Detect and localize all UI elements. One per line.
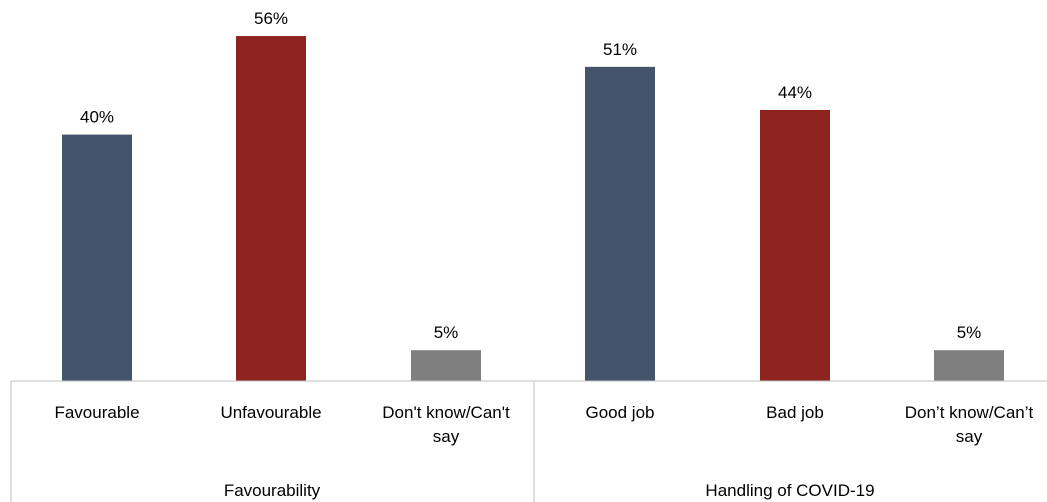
category-label-line: Bad job: [766, 403, 824, 422]
bar: [760, 109, 830, 382]
category-label-line: Don’t know/Can’t: [905, 403, 1034, 422]
bar: [411, 350, 481, 381]
category-label: Don’t know/Can’t say: [905, 403, 1034, 446]
labels: 40% Favourable 56% Unfavourable 5% Don't know…: [54, 9, 1033, 500]
data-label: 40%: [80, 108, 114, 127]
data-label: 51%: [603, 40, 637, 59]
category-label-line: say: [433, 427, 460, 446]
bar: [585, 66, 655, 381]
category-label-line: Unfavourable: [220, 403, 321, 422]
category-label-line: say: [956, 427, 983, 446]
category-label-line: Favourable: [54, 403, 139, 422]
data-label: 56%: [254, 9, 288, 28]
category-label-line: Good job: [586, 403, 655, 422]
data-label: 5%: [957, 323, 982, 342]
bar: [236, 36, 306, 381]
bar: [62, 134, 132, 381]
category-label: Good job: [586, 403, 655, 422]
group-label: Favourability: [224, 481, 321, 500]
group-label: Handling of COVID-19: [705, 481, 874, 500]
category-axis: [10, 380, 1047, 502]
bars: [62, 36, 1004, 382]
category-label-line: Don't know/Can't: [382, 403, 510, 422]
data-label: 5%: [434, 323, 459, 342]
data-label: 44%: [778, 83, 812, 102]
category-label: Don't know/Can't say: [382, 403, 510, 446]
category-label: Bad job: [766, 403, 824, 422]
category-label: Favourable: [54, 403, 139, 422]
category-label: Unfavourable: [220, 403, 321, 422]
bar: [934, 350, 1004, 381]
